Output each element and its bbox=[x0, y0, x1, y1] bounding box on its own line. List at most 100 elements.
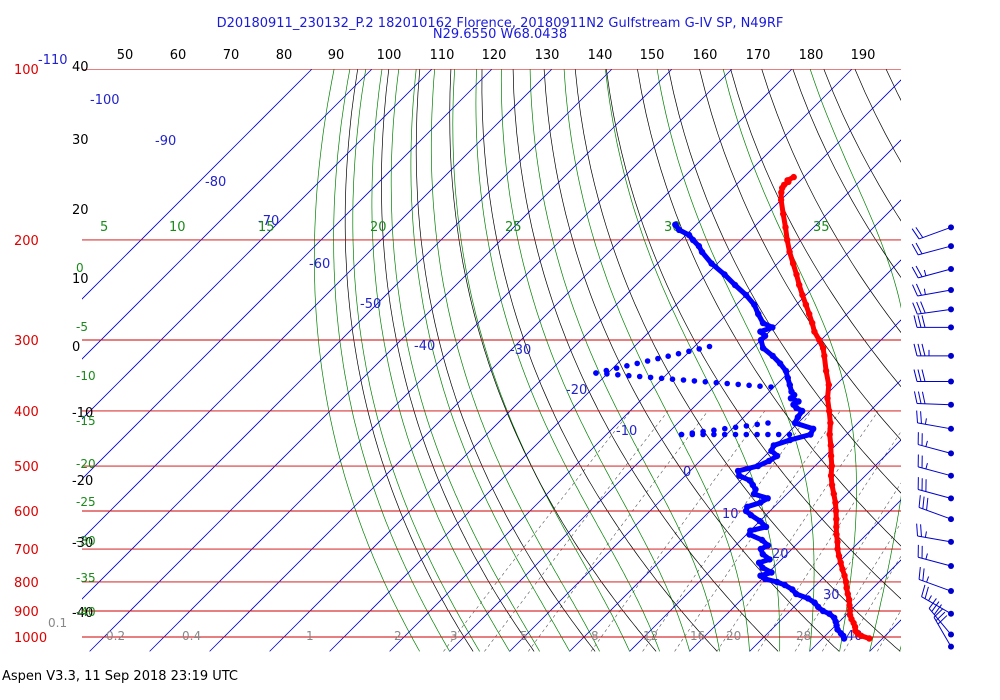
pressure-label: 400 bbox=[14, 405, 39, 420]
dewpoint-point bbox=[768, 447, 775, 454]
isotherm-line bbox=[82, 69, 313, 300]
dewpoint-gap-point bbox=[724, 380, 730, 387]
left-scale-label: 10 bbox=[72, 272, 89, 287]
mixing-ratio-line bbox=[956, 411, 1000, 651]
wind-barbs bbox=[911, 224, 954, 650]
isotherm-label: -10 bbox=[616, 424, 637, 439]
dewpoint-gap-point bbox=[678, 431, 685, 438]
dewpoint-gap-point bbox=[636, 373, 643, 380]
mixing-ratio-line bbox=[716, 410, 879, 652]
dewpoint-point bbox=[708, 260, 715, 267]
isotherm-label: 0 bbox=[683, 465, 691, 480]
dewpoint-gap-point bbox=[732, 431, 739, 438]
pressure-label: 500 bbox=[14, 460, 39, 475]
top-scale-label: 140 bbox=[588, 48, 613, 63]
moist-adiabat-label: -25 bbox=[76, 495, 96, 509]
dewpoint-point bbox=[731, 281, 739, 289]
dewpoint-point bbox=[747, 511, 755, 519]
top-scale-label: 130 bbox=[535, 48, 560, 63]
wind-barb-staff bbox=[918, 245, 952, 256]
dewpoint-gap-point bbox=[786, 431, 793, 438]
temperature-point bbox=[828, 481, 836, 489]
dewpoint-point bbox=[672, 221, 679, 228]
isotherms bbox=[82, 69, 901, 652]
dewpoint-point bbox=[776, 360, 784, 367]
dewpoint-gap-point bbox=[732, 424, 739, 431]
dewpoint-point bbox=[756, 517, 764, 525]
dewpoint-point bbox=[762, 523, 770, 531]
wind-barb-feather bbox=[915, 227, 924, 238]
wind-barb-feather bbox=[918, 567, 921, 580]
dewpoint-gap-point bbox=[700, 431, 706, 438]
left-scale-label: -40 bbox=[72, 606, 93, 621]
wind-barb bbox=[917, 432, 954, 457]
dewpoint-point bbox=[773, 452, 781, 460]
wind-barb-feather bbox=[933, 608, 944, 618]
dry-adiabat-line bbox=[344, 69, 474, 652]
wind-barb-staff bbox=[917, 289, 952, 297]
temperature-point bbox=[846, 596, 853, 603]
temperature-point bbox=[842, 578, 850, 586]
wind-barb bbox=[916, 523, 954, 545]
dewpoint-point bbox=[695, 242, 703, 250]
dewpoint-gap-point bbox=[746, 382, 752, 389]
top-scale-label: 170 bbox=[746, 48, 771, 63]
wind-barb-feather bbox=[917, 315, 922, 328]
mixing-ratio-lines bbox=[443, 410, 1000, 652]
wind-barb bbox=[912, 301, 954, 315]
isotherm-label: -90 bbox=[155, 134, 176, 149]
mixing-ratio-label: 0.1 bbox=[48, 616, 67, 630]
temperature-point bbox=[846, 607, 854, 615]
dewpoint-point bbox=[790, 401, 797, 408]
wind-barb-feather bbox=[921, 343, 926, 357]
wind-barb-feather bbox=[937, 615, 948, 625]
wind-barb-staff bbox=[918, 226, 952, 240]
isobars bbox=[82, 69, 901, 638]
wind-barb-feather bbox=[926, 497, 929, 511]
wind-barb bbox=[913, 369, 954, 385]
temperature-point bbox=[809, 319, 816, 327]
wind-barb-feather bbox=[911, 243, 919, 256]
dewpoint-point bbox=[754, 462, 762, 470]
wind-barb-half-feather bbox=[923, 269, 927, 276]
pressure-label: 700 bbox=[14, 543, 39, 558]
temperature-point bbox=[780, 210, 787, 218]
top-scale-label: 120 bbox=[482, 48, 507, 63]
dry-adiabat-line bbox=[761, 69, 901, 334]
pressure-label: 1000 bbox=[14, 631, 47, 646]
dewpoint-point bbox=[744, 503, 751, 510]
wind-barb bbox=[913, 315, 954, 331]
moist-adiabat-line bbox=[390, 69, 540, 652]
dewpoint-point bbox=[826, 610, 833, 617]
dewpoint-point bbox=[788, 388, 795, 395]
pressure-label: 300 bbox=[14, 334, 39, 349]
theta-e-label: 20 bbox=[370, 220, 387, 235]
dry-adiabat-line bbox=[917, 69, 1000, 651]
dry-adiabat-line bbox=[730, 69, 901, 388]
top-scale-label: 100 bbox=[377, 48, 402, 63]
dewpoint-point bbox=[769, 352, 776, 360]
wind-barb bbox=[916, 410, 954, 432]
wind-barb-feather bbox=[913, 315, 918, 328]
mixing-ratio-label: 0.4 bbox=[182, 629, 201, 643]
isotherm-line bbox=[82, 69, 433, 420]
temperature-point bbox=[784, 236, 791, 244]
dewpoint-gap-point bbox=[713, 379, 720, 386]
left-scale-label: -30 bbox=[72, 536, 93, 551]
top-scale-label: 90 bbox=[328, 48, 345, 63]
dewpoint-gap-point bbox=[765, 420, 771, 426]
isotherm-line bbox=[269, 69, 853, 652]
dry-adiabat-line bbox=[668, 69, 901, 494]
dry-adiabat-line bbox=[481, 69, 718, 652]
mixing-ratio-label: 0.2 bbox=[106, 629, 125, 643]
dewpoint-gap-point bbox=[647, 374, 654, 381]
temperature-point bbox=[835, 552, 843, 560]
temperature-point bbox=[839, 566, 846, 573]
dewpoint-gap-point bbox=[604, 371, 610, 377]
top-scale-label: 80 bbox=[276, 48, 293, 63]
moist-adiabat-label: -40 bbox=[76, 605, 96, 619]
isotherm-label: -30 bbox=[510, 343, 531, 358]
wind-barb-feather bbox=[917, 391, 922, 404]
dewpoint-point bbox=[761, 575, 769, 583]
dewpoint-point bbox=[764, 542, 772, 549]
